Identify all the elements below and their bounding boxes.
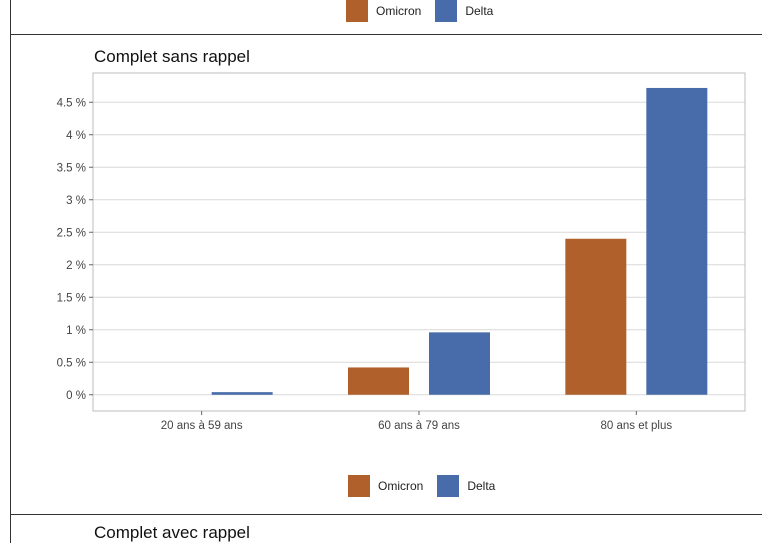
legend-item-omicron: Omicron [346,0,421,22]
bar-delta [211,392,273,395]
legend-swatch-delta [437,475,460,497]
legend-item-delta: Delta [435,0,493,22]
y-tick-label: 4.5 % [57,97,86,109]
x-tick-label: 80 ans et plus [601,420,673,432]
legend-item-omicron: Omicron [348,475,423,497]
chart-title: Complet sans rappel [94,47,250,66]
previous-panel-frame [10,0,762,35]
y-tick-label: 3 % [66,195,86,207]
next-panel-frame [10,515,762,543]
y-tick-label: 3.5 % [57,162,86,174]
legend-item-delta: Delta [437,475,495,497]
bar-delta [429,332,490,395]
legend-swatch-omicron [346,0,368,22]
bar-omicron [565,238,627,395]
legend-swatch-omicron [348,475,370,497]
legend-label-omicron: Omicron [378,479,424,493]
x-tick-label: 60 ans à 79 ans [378,420,460,432]
plot-area [93,73,745,411]
legend-label-omicron: Omicron [376,4,422,18]
bottom-legend: Omicron Delta [348,475,509,497]
top-legend: Omicron Delta [346,0,507,22]
x-tick-label: 20 ans à 59 ans [161,420,243,432]
legend-label-delta: Delta [465,4,494,18]
legend-swatch-delta [435,0,458,22]
bar-omicron [348,367,409,395]
next-panel-title: Complet avec rappel [94,523,250,542]
y-tick-label: 0.5 % [57,357,86,369]
y-tick-label: 4 % [66,130,86,142]
legend-label-delta: Delta [467,479,496,493]
y-tick-label: 0 % [66,390,86,402]
y-tick-label: 2 % [66,260,86,272]
y-tick-label: 1.5 % [57,292,86,304]
bar-delta [646,87,708,395]
y-tick-label: 1 % [66,325,86,337]
y-tick-label: 2.5 % [57,227,86,239]
